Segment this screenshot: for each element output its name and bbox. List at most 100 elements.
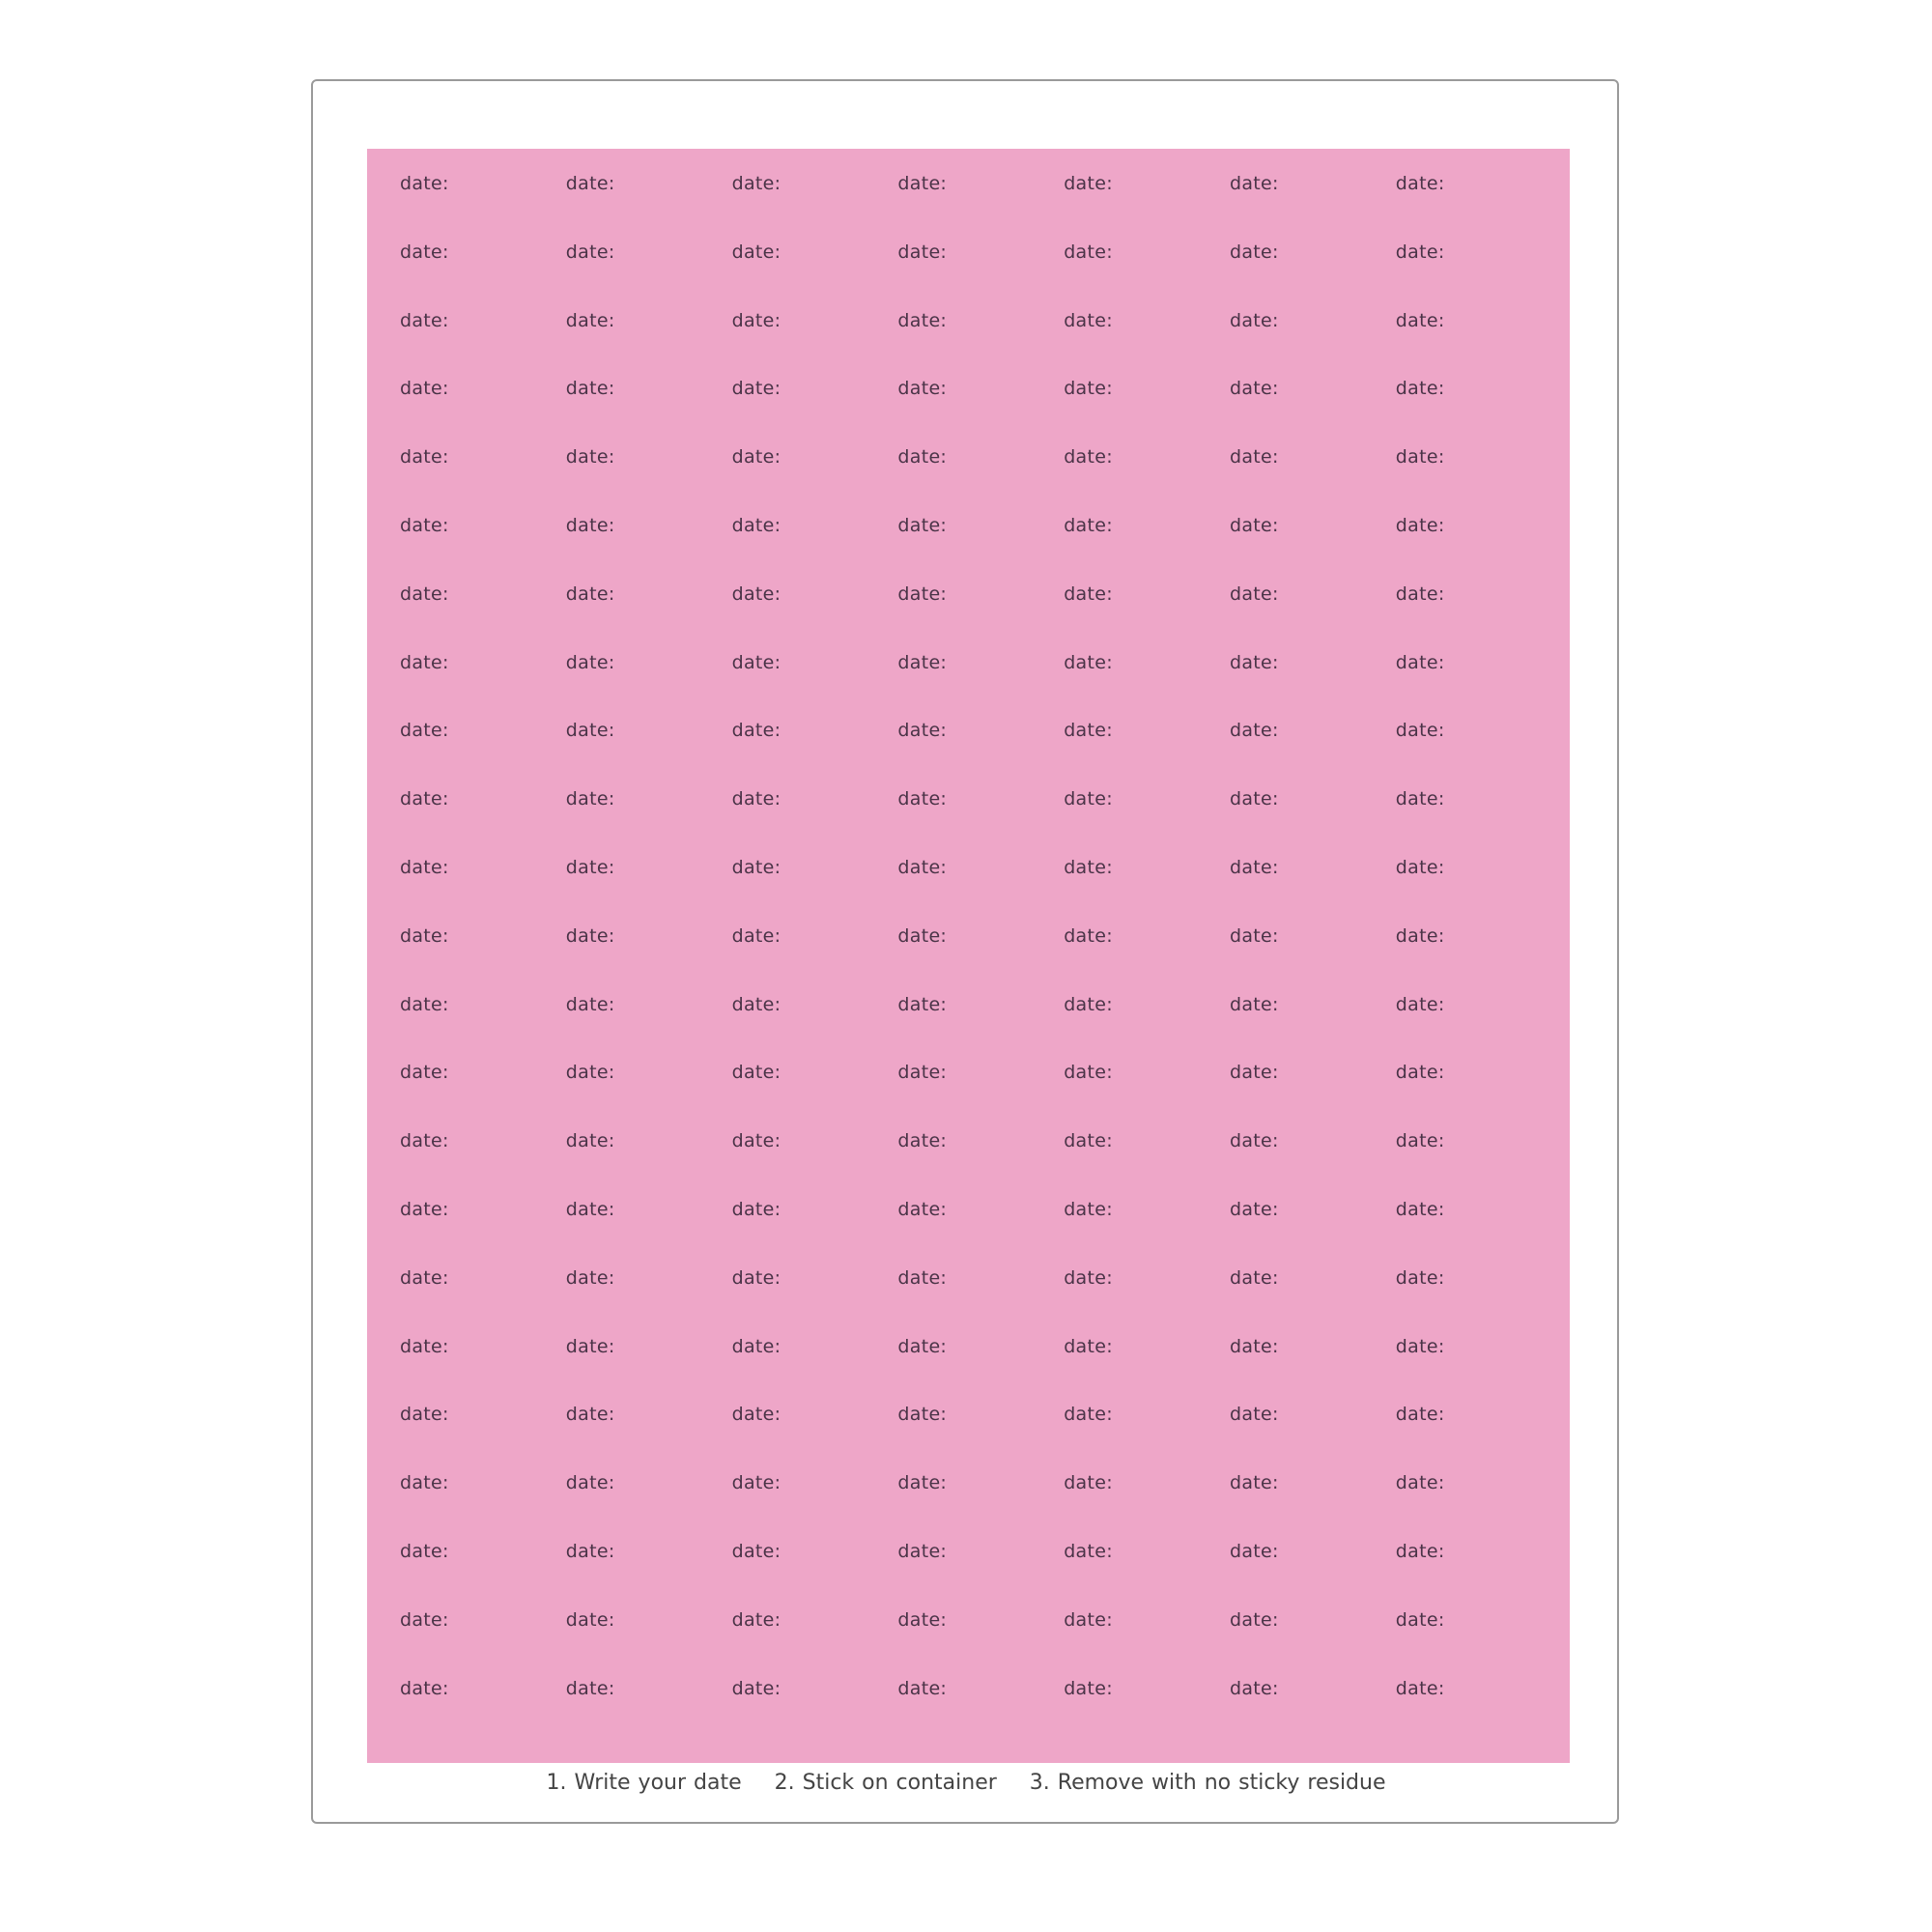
date-label: date: [565, 1608, 615, 1631]
date-label: date: [897, 1540, 948, 1562]
date-label: date: [1064, 1404, 1113, 1426]
date-label: date: [731, 241, 781, 263]
date-label: date: [897, 1677, 948, 1699]
date-label: date: [731, 309, 781, 331]
date-label: date: [565, 1130, 615, 1152]
instruction-step-2: 2. Stick on container [774, 1771, 997, 1795]
date-label-grid: date: date: date: date: date: date: date: date:… [400, 149, 1562, 1742]
date-label: date: [565, 173, 615, 194]
date-label: date: [400, 924, 449, 947]
date-label: date: [1229, 309, 1279, 331]
date-label: date: [1229, 1404, 1279, 1426]
date-label: date: [400, 1198, 449, 1220]
date-label: date: [1064, 241, 1113, 263]
date-label: date: [1395, 173, 1445, 194]
date-label: date: [565, 1335, 615, 1357]
date-label: date: [1064, 378, 1113, 400]
date-label: date: [897, 856, 948, 878]
date-label: date: [731, 720, 781, 742]
date-label: date: [1064, 1472, 1113, 1494]
date-label: date: [1229, 1335, 1279, 1357]
date-label: date: [731, 651, 781, 673]
date-label: date: [400, 651, 449, 673]
date-label: date: [1229, 446, 1279, 469]
date-label: date: [1064, 1608, 1113, 1631]
instruction-step-3: 3. Remove with no sticky residue [1029, 1771, 1386, 1795]
date-label: date: [1395, 1404, 1445, 1426]
date-label: date: [1395, 1130, 1445, 1152]
date-label: date: [1395, 1472, 1445, 1494]
date-label: date: [400, 1404, 449, 1426]
date-label: date: [565, 788, 615, 810]
date-label: date: [731, 1198, 781, 1220]
date-label: date: [400, 1472, 449, 1494]
date-label: date: [731, 1677, 781, 1699]
date-label: date: [731, 514, 781, 536]
date-label: date: [400, 1130, 449, 1152]
date-label: date: [1229, 993, 1279, 1015]
date-label: date: [1395, 856, 1445, 878]
date-label: date: [565, 993, 615, 1015]
date-label: date: [1395, 1677, 1445, 1699]
date-label: date: [897, 720, 948, 742]
date-label: date: [1064, 1130, 1113, 1152]
date-label: date: [897, 241, 948, 263]
date-label: date: [1395, 378, 1445, 400]
date-label: date: [565, 856, 615, 878]
date-label: date: [1064, 1677, 1113, 1699]
date-label: date: [400, 1266, 449, 1289]
date-label: date: [565, 309, 615, 331]
date-label: date: [400, 1062, 449, 1084]
date-label: date: [1229, 1062, 1279, 1084]
date-label: date: [897, 651, 948, 673]
date-label: date: [1229, 856, 1279, 878]
date-label: date: [400, 788, 449, 810]
date-label: date: [565, 1677, 615, 1699]
date-label: date: [897, 173, 948, 194]
date-label: date: [1064, 856, 1113, 878]
date-label: date: [897, 1608, 948, 1631]
date-label: date: [1064, 720, 1113, 742]
date-label: date: [1395, 1540, 1445, 1562]
date-label: date: [731, 582, 781, 605]
date-label: date: [565, 1198, 615, 1220]
instruction-step-1: 1. Write your date [546, 1771, 742, 1795]
date-label: date: [1395, 446, 1445, 469]
date-label: date: [1229, 1266, 1279, 1289]
date-label: date: [1395, 993, 1445, 1015]
date-label: date: [565, 1540, 615, 1562]
date-label: date: [400, 446, 449, 469]
date-label: date: [1395, 514, 1445, 536]
date-label: date: [731, 1130, 781, 1152]
date-label: date: [1064, 651, 1113, 673]
date-label: date: [400, 309, 449, 331]
date-label: date: [565, 241, 615, 263]
date-label: date: [1229, 1608, 1279, 1631]
date-label: date: [1064, 582, 1113, 605]
date-label: date: [1229, 1130, 1279, 1152]
date-label: date: [897, 309, 948, 331]
date-label: date: [1395, 1062, 1445, 1084]
date-label: date: [731, 788, 781, 810]
date-label: date: [1064, 173, 1113, 194]
date-label: date: [1395, 1335, 1445, 1357]
date-label: date: [565, 924, 615, 947]
date-label: date: [731, 1608, 781, 1631]
date-label: date: [731, 446, 781, 469]
date-label: date: [897, 446, 948, 469]
date-label: date: [400, 1540, 449, 1562]
date-label: date: [731, 924, 781, 947]
date-label: date: [731, 1540, 781, 1562]
date-label: date: [1064, 309, 1113, 331]
date-label: date: [1064, 514, 1113, 536]
date-label: date: [565, 720, 615, 742]
date-label: date: [400, 241, 449, 263]
date-label: date: [565, 1404, 615, 1426]
date-label: date: [897, 1266, 948, 1289]
date-label: date: [1064, 1540, 1113, 1562]
date-label: date: [897, 788, 948, 810]
date-label: date: [565, 1062, 615, 1084]
date-label: date: [731, 856, 781, 878]
date-label: date: [731, 1062, 781, 1084]
date-label: date: [400, 1335, 449, 1357]
